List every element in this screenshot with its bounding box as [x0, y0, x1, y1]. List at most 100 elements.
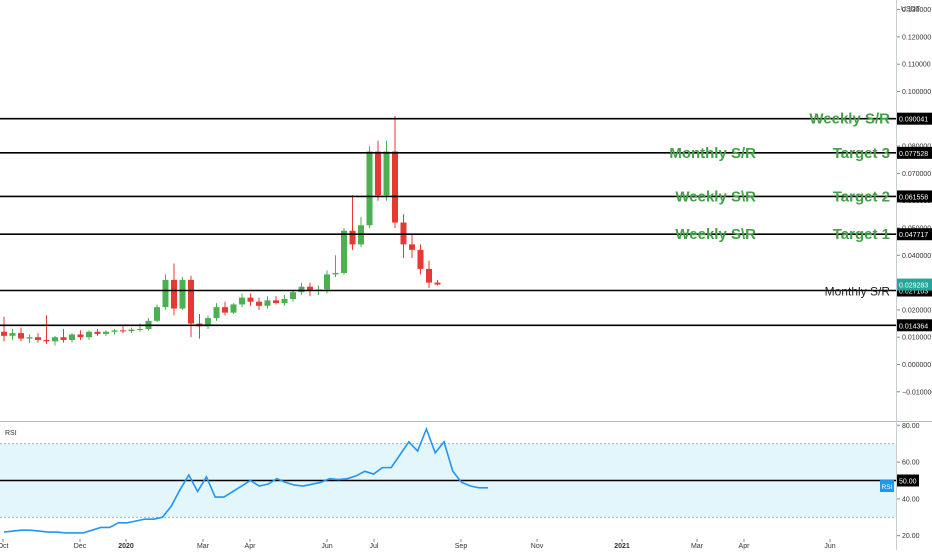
candle-body	[281, 298, 288, 304]
candle-body	[230, 304, 237, 313]
price-axis-label: −0.010000	[902, 389, 932, 396]
candle-body	[43, 339, 50, 342]
time-axis-label: 2021	[614, 543, 630, 550]
rsi-indicator-title[interactable]: RSI	[5, 430, 17, 437]
candle-body	[60, 337, 67, 340]
candle-body	[103, 331, 109, 334]
price-level-tag-label: 0.090041	[899, 117, 928, 124]
price-level-tag-label: 0.077528	[899, 151, 928, 158]
candle-body	[1, 331, 7, 336]
pane-separator[interactable]	[0, 421, 932, 422]
rsi-50-tag-label: 50.00	[899, 479, 917, 486]
price-level-tag-label: 0.027103	[899, 289, 928, 296]
rsi-50-tag	[897, 474, 919, 487]
candle-body	[273, 300, 279, 304]
candle-body	[222, 307, 228, 313]
time-axis-label: Sep	[455, 543, 468, 550]
last-price-tag	[897, 278, 932, 291]
time-axis-label: Oct	[0, 543, 8, 550]
time-axis-label: Nov	[531, 543, 544, 550]
candle-body	[205, 318, 211, 327]
price-axis-label: 0.070000	[902, 171, 931, 178]
candle-body	[128, 329, 135, 332]
price-axis-label: 0.040000	[902, 253, 931, 260]
candle-body	[35, 337, 41, 340]
price-level-tag	[897, 319, 932, 332]
candle-body	[162, 279, 169, 308]
sr-level-label: Target 2	[833, 188, 890, 205]
sr-level-label: Weekly S/R	[809, 111, 890, 128]
candle-body	[383, 151, 390, 196]
candle-body	[86, 331, 92, 338]
candle-body	[366, 151, 373, 226]
candle-body	[213, 307, 220, 319]
price-axis-label: 0.130000	[902, 7, 931, 14]
time-axis-label: 2020	[118, 543, 134, 550]
candle-body	[426, 268, 432, 283]
candle-body	[298, 286, 305, 293]
candle-body	[69, 334, 75, 340]
candle-body	[18, 333, 24, 339]
price-axis-label: 0.110000	[902, 62, 931, 69]
rsi-last-tag-label: RSI	[882, 484, 893, 491]
rsi-axis-label: 60.00	[902, 460, 920, 467]
candle-body	[434, 282, 441, 285]
time-axis-label: Dec	[74, 543, 87, 550]
price-axis-label: 0.010000	[902, 335, 931, 342]
sr-level-label: Target 3	[833, 145, 890, 162]
price-axis-label: 0.000000	[902, 362, 931, 369]
rsi-last-tag	[880, 480, 894, 493]
time-axis-label: Apr	[739, 543, 751, 550]
candle-body	[341, 230, 347, 274]
candle-body	[417, 249, 424, 269]
candle-body	[77, 334, 84, 338]
price-level-tag	[897, 146, 932, 159]
time-axis-label: Jul	[370, 543, 379, 550]
candle-body	[239, 297, 245, 305]
rsi-axis-label: 80.00	[902, 423, 920, 430]
candle-body	[154, 307, 160, 321]
sr-level-label: Target 1	[833, 226, 890, 243]
candle-body	[264, 300, 271, 306]
candle-body	[26, 337, 33, 339]
candle-body	[247, 297, 254, 302]
price-axis-label: 0.020000	[902, 307, 931, 314]
candle-body	[120, 330, 126, 332]
candle-body	[307, 286, 313, 291]
candle-body	[349, 230, 356, 245]
sr-level-label: Monthly S/R	[669, 145, 756, 162]
candle-body	[392, 151, 398, 223]
price-axis-label: 0.100000	[902, 89, 931, 96]
price-level-tag	[897, 190, 932, 203]
price-axis-label: 0.120000	[902, 34, 931, 41]
time-axis-label: Mar	[197, 543, 210, 550]
candle-body	[375, 151, 381, 196]
candle-body	[171, 279, 177, 309]
candle-body	[52, 337, 58, 342]
rsi-axis-label: 20.00	[902, 533, 920, 540]
price-level-tag-label: 0.061558	[899, 194, 928, 201]
candle-body	[179, 279, 186, 309]
candle-body	[137, 329, 143, 331]
time-axis-label: Jun	[321, 543, 332, 550]
rsi-axis-label: 40.00	[902, 496, 920, 503]
sr-level-label: Monthly S/R	[825, 285, 891, 299]
time-axis-label: Apr	[245, 543, 257, 550]
candle-body	[188, 279, 194, 324]
candle-body	[332, 273, 339, 275]
time-axis-label: Mar	[691, 543, 704, 550]
last-price-tag-label: 0.029283	[899, 283, 928, 290]
candle-body	[111, 330, 118, 332]
candle-body	[409, 244, 415, 250]
price-level-tag	[897, 228, 932, 241]
rsi-line	[3, 426, 488, 534]
candle-body	[94, 331, 101, 334]
candle-body	[324, 274, 330, 290]
sr-level-label: Weekly S\R	[675, 226, 756, 243]
quote-unit-label: USDT	[901, 6, 921, 13]
candle-body	[9, 333, 16, 336]
candle-body	[290, 292, 296, 299]
candle-body	[256, 301, 262, 306]
